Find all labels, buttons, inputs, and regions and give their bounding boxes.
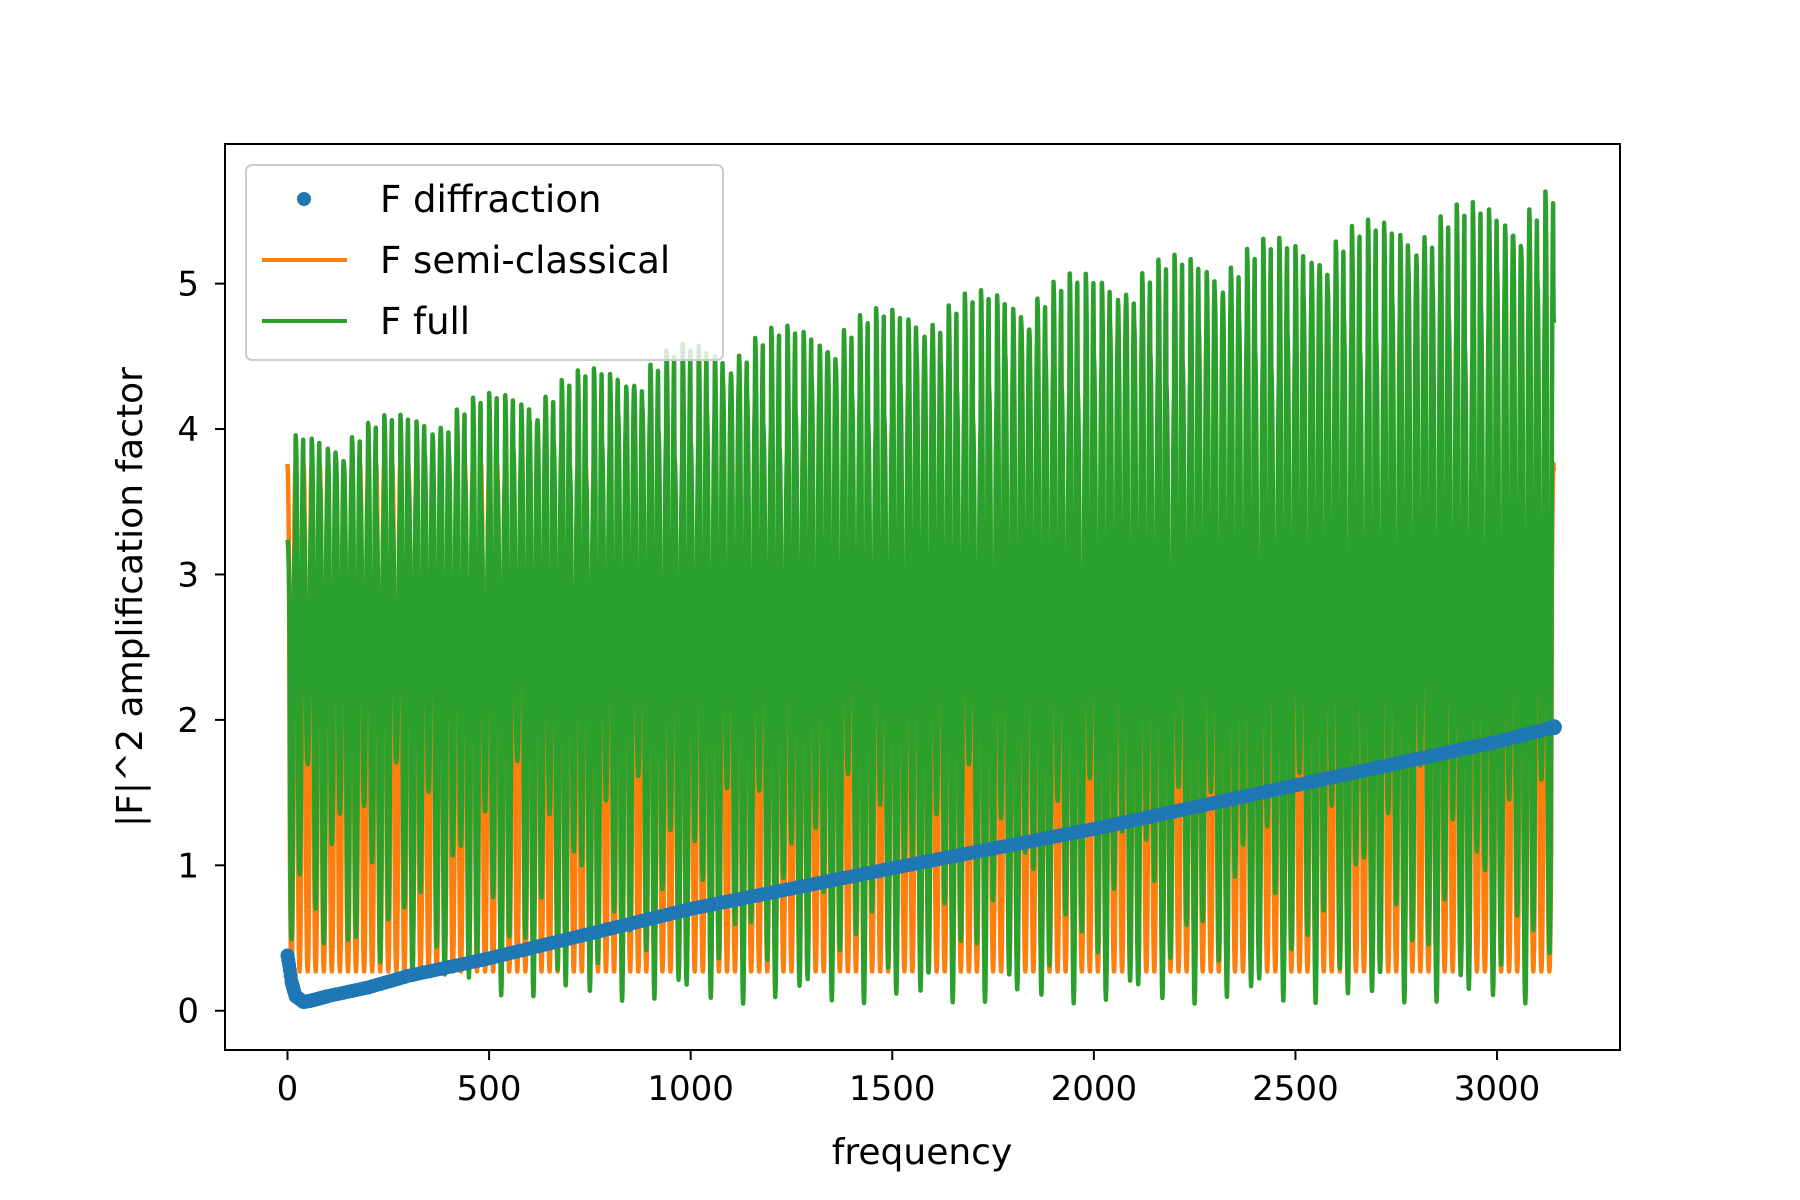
x-axis: 0 500 1000 1500 2000 2500 3000 — [277, 1050, 1541, 1109]
y-tick-label: 4 — [177, 410, 199, 450]
y-axis: 0 1 2 3 4 5 — [177, 265, 225, 1032]
y-tick-label: 2 — [177, 701, 199, 741]
legend-label-diffraction: F diffraction — [380, 178, 601, 221]
x-tick-label: 1000 — [647, 1069, 734, 1109]
series-full-line — [285, 189, 1557, 1006]
x-tick-label: 2000 — [1051, 1069, 1138, 1109]
plot-area — [280, 189, 1561, 1009]
y-axis-label: |F|^2 amplification factor — [110, 367, 151, 827]
series-diffraction-markers — [280, 720, 1561, 1009]
y-tick-label: 3 — [177, 555, 199, 595]
x-tick-label: 500 — [457, 1069, 522, 1109]
y-tick-label: 1 — [177, 846, 199, 886]
y-tick-label: 0 — [177, 992, 199, 1032]
legend-marker-diffraction — [297, 192, 311, 206]
legend-box — [245, 164, 724, 361]
y-tick-label: 5 — [177, 265, 199, 305]
x-tick-label: 2500 — [1252, 1069, 1339, 1109]
x-axis-label: frequency — [832, 1132, 1013, 1173]
legend-label-semi-classical: F semi-classical — [380, 239, 670, 282]
plot-frame — [224, 143, 1621, 1051]
x-tick-label: 3000 — [1454, 1069, 1541, 1109]
legend: F diffraction F semi-classical F full — [245, 164, 724, 361]
x-tick-label: 0 — [277, 1069, 299, 1109]
legend-label-full: F full — [380, 300, 470, 343]
diffraction-point — [1545, 719, 1562, 736]
x-tick-label: 1500 — [849, 1069, 936, 1109]
